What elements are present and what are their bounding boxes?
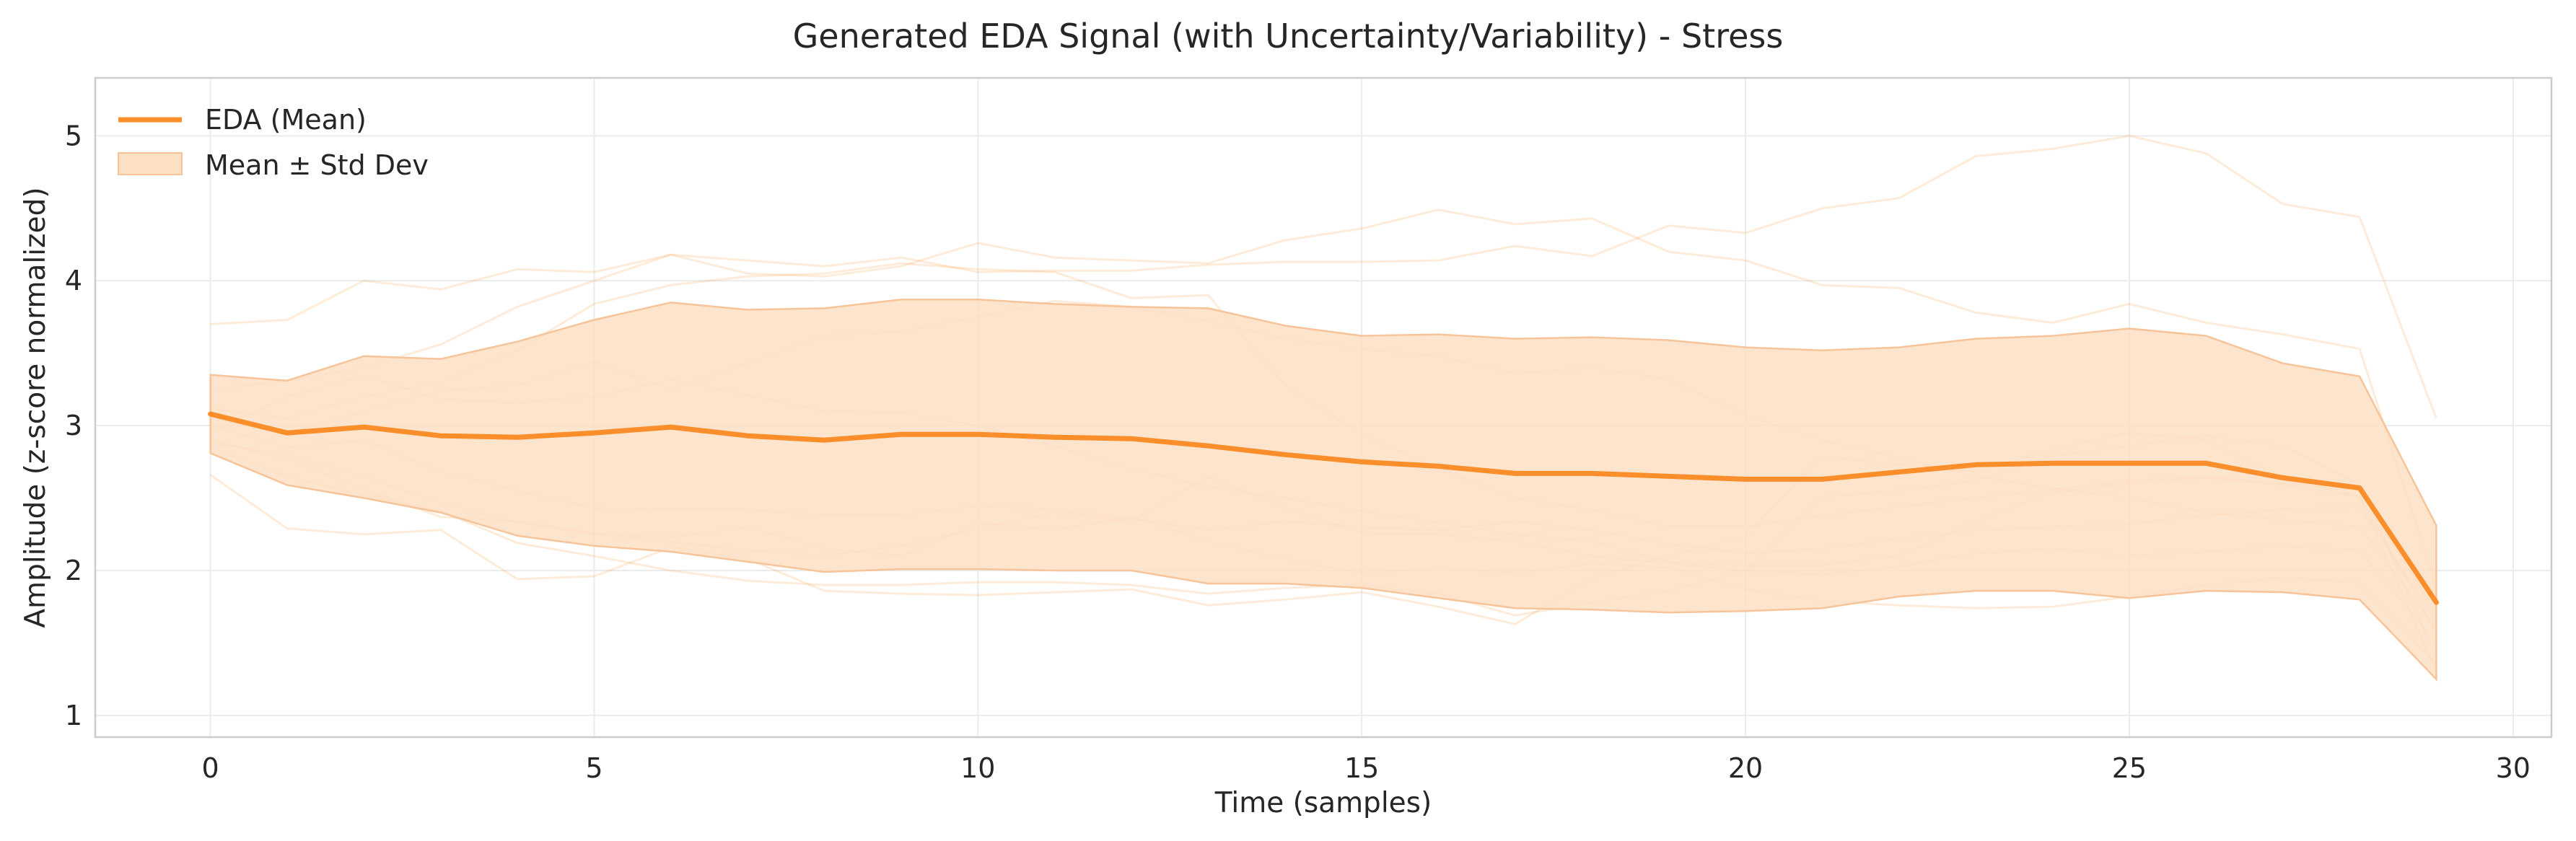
legend-band-swatch	[118, 152, 183, 175]
y-tick-label: 4	[65, 265, 82, 296]
mean-point	[1437, 464, 1440, 467]
mean-point	[823, 439, 826, 441]
mean-point	[209, 413, 212, 415]
mean-point	[439, 434, 442, 437]
legend-mean-label: EDA (Mean)	[205, 104, 367, 136]
mean-point	[1821, 477, 1823, 480]
mean-point	[746, 434, 749, 437]
plot-frame	[94, 76, 2553, 739]
legend: EDA (Mean) Mean ± Std Dev	[118, 104, 429, 181]
y-tick-label: 3	[65, 410, 82, 441]
mean-point	[592, 431, 595, 434]
y-tick-label: 5	[65, 120, 82, 151]
x-tick-label: 15	[1344, 752, 1379, 784]
sample-trace-1	[210, 134, 2437, 419]
mean-point	[1898, 470, 1901, 473]
mean-point	[2282, 476, 2284, 479]
mean-point	[976, 433, 979, 436]
std-dev-band-area	[209, 299, 2437, 682]
chart-title: Generated EDA Signal (with Uncertainty/V…	[793, 17, 1784, 56]
mean-point	[1668, 475, 1670, 477]
mean-point	[1130, 437, 1133, 440]
mean-line	[208, 411, 2439, 605]
mean-series	[208, 411, 2439, 605]
y-axis-ticks: 1 2 3 4 5	[65, 120, 82, 731]
legend-band-label: Mean ± Std Dev	[205, 149, 429, 181]
y-tick-label: 2	[65, 555, 82, 586]
x-tick-label: 5	[585, 752, 603, 784]
mean-point	[1206, 444, 1209, 447]
sample-trace-2	[210, 208, 2437, 589]
x-axis-label: Time (samples)	[1214, 787, 1432, 819]
mean-point	[1974, 463, 1977, 466]
mean-point	[670, 426, 673, 428]
mean-point	[1053, 436, 1056, 439]
x-tick-label: 30	[2496, 752, 2531, 784]
mean-point	[286, 431, 289, 434]
mean-point	[2204, 462, 2207, 464]
mean-point	[2358, 486, 2361, 489]
mean-point	[2435, 601, 2437, 604]
y-axis-label: Amplitude (z-score normalized)	[19, 187, 52, 628]
mean-point	[900, 433, 903, 436]
mean-point	[1360, 460, 1363, 463]
x-tick-label: 20	[1728, 752, 1763, 784]
x-tick-label: 25	[2112, 752, 2147, 784]
mean-point	[1284, 453, 1287, 456]
x-tick-label: 10	[960, 752, 995, 784]
std-dev-band	[209, 299, 2437, 682]
plot-area	[94, 76, 2553, 739]
mean-point	[2128, 462, 2131, 464]
y-tick-label: 1	[65, 700, 82, 731]
mean-point	[1590, 472, 1593, 475]
mean-point	[2051, 462, 2054, 464]
mean-point	[516, 436, 519, 439]
mean-point	[1744, 477, 1747, 480]
x-tick-label: 0	[201, 752, 219, 784]
x-axis-ticks: 0 5 10 15 20 25 30	[201, 752, 2531, 784]
mean-point	[1514, 472, 1517, 475]
mean-point	[362, 426, 365, 428]
